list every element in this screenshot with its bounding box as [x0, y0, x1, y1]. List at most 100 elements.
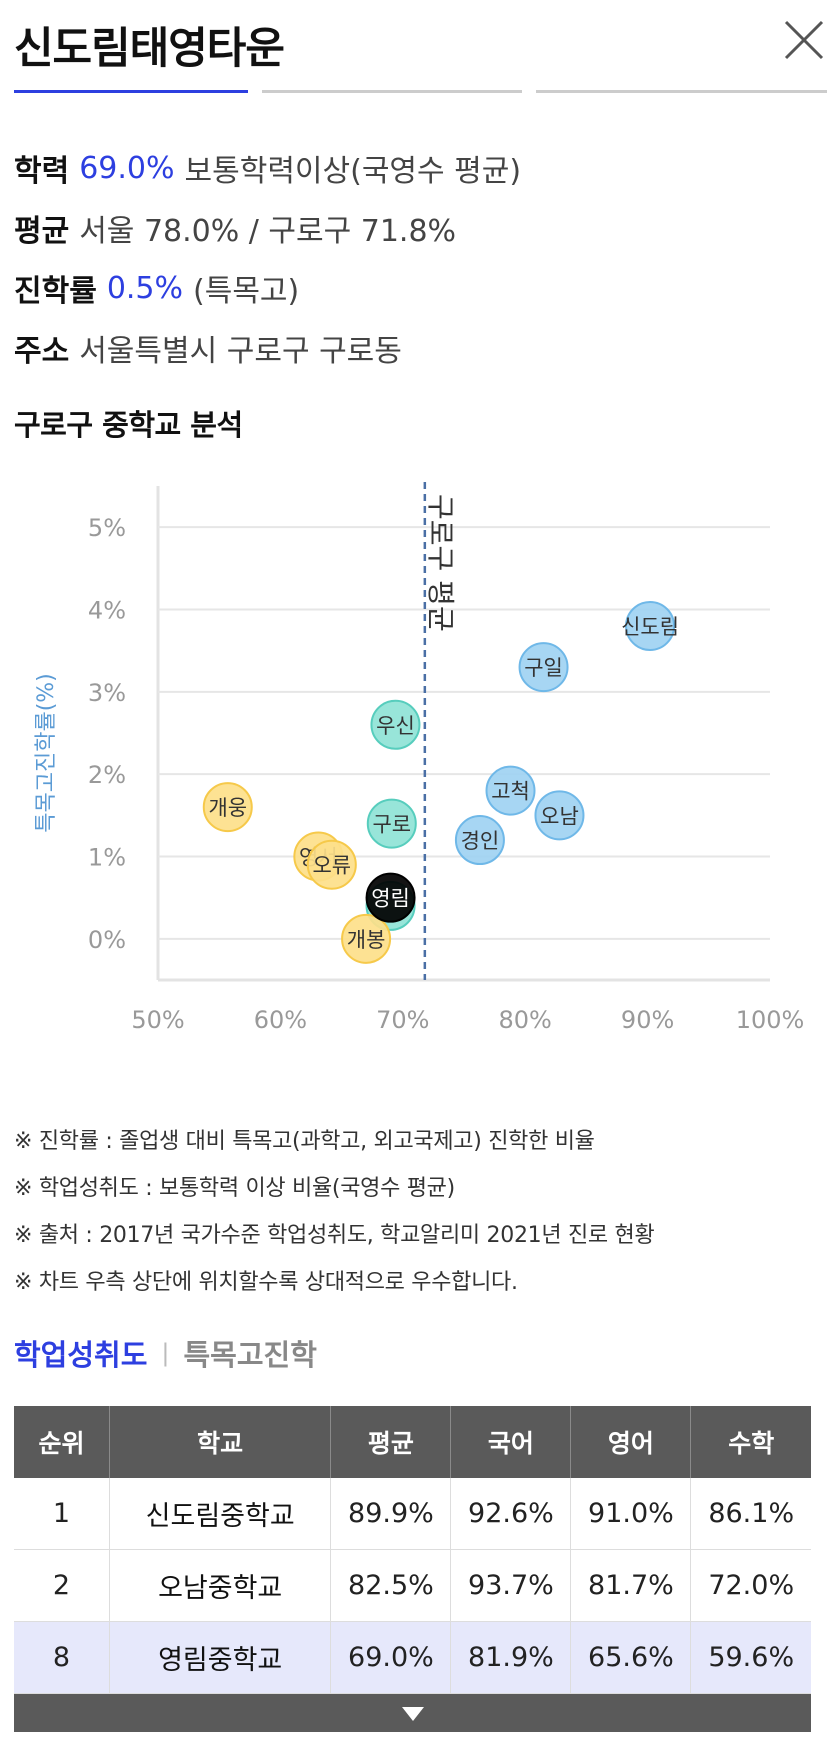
cell-korean: 81.9% [450, 1621, 572, 1694]
x-tick-label: 100% [736, 1006, 805, 1034]
point-label: 오류 [312, 854, 351, 878]
cell-school: 오남중학교 [109, 1549, 332, 1622]
data-point [518, 642, 569, 693]
avg-label: 평균 [14, 214, 70, 249]
avg-text: 서울 78.0% / 구로구 71.8% [79, 214, 457, 249]
point-label: 고척 [491, 780, 530, 804]
notes: ※ 진학률 : 졸업생 대비 특목고(과학고, 외고국제고) 진학한 비율 ※ … [14, 1115, 655, 1303]
point-label: 개웅 [208, 796, 247, 820]
data-point [485, 765, 536, 816]
cell-math: 86.1% [690, 1478, 811, 1550]
reference-line-label: 구로구 평균 [424, 494, 457, 632]
expand-button[interactable] [14, 1694, 811, 1732]
rate-desc: (특목고) [193, 274, 300, 309]
data-point [370, 699, 421, 750]
data-point [341, 913, 392, 964]
note-item: ※ 학업성취도 : 보통학력 이상 비율(국영수 평균) [14, 1175, 455, 1201]
rate-row: 진학률 0.5% (특목고) [14, 258, 521, 318]
cell-average: 89.9% [330, 1478, 452, 1550]
tab-separator: | [161, 1339, 170, 1367]
rate-label: 진학률 [14, 274, 97, 309]
score-value: 69.0% [79, 150, 175, 186]
table-row-highlighted[interactable]: 8 영림중학교 69.0% 81.9% 65.6% 59.6% [14, 1621, 811, 1694]
cell-average: 69.0% [330, 1621, 452, 1694]
y-tick-label: 1% [88, 844, 126, 872]
x-tick-label: 50% [131, 1006, 184, 1034]
y-tick-label: 3% [88, 679, 126, 707]
table-row[interactable]: 1 신도림중학교 89.9% 92.6% 91.0% 86.1% [14, 1478, 811, 1550]
data-point [365, 872, 416, 923]
ranking-table: 순위 학교 평균 국어 영어 수학 1 신도림중학교 89.9% 92.6% 9… [14, 1406, 811, 1732]
scatter-chart: 0%1%2%3%4%5%50%60%70%80%90%100%학업성취도특목고진… [34, 482, 805, 1034]
address-row: 주소 서울특별시 구로구 구로동 [14, 318, 521, 378]
data-point [202, 782, 253, 833]
tab-indicator-3[interactable] [536, 90, 827, 93]
cell-school: 영림중학교 [109, 1621, 332, 1694]
data-point [454, 815, 505, 866]
point-label: 오남 [540, 804, 579, 828]
header-rank: 순위 [14, 1406, 110, 1478]
header-math: 수학 [690, 1406, 811, 1478]
point-label: 우신 [376, 714, 415, 738]
tab-indicator-1[interactable] [14, 90, 248, 93]
triangle-down-icon [402, 1707, 424, 1721]
note-item: ※ 차트 우측 상단에 위치할수록 상대적으로 우수합니다. [14, 1269, 518, 1295]
sub-tabs: 학업성취도 | 특목고진학 [14, 1332, 317, 1374]
point-label: 구로 [372, 813, 411, 837]
x-tick-label: 70% [376, 1006, 429, 1034]
avg-row: 평균 서울 78.0% / 구로구 71.8% [14, 198, 521, 258]
table-row[interactable]: 2 오남중학교 82.5% 93.7% 81.7% 72.0% [14, 1549, 811, 1622]
score-label: 학력 [14, 154, 70, 189]
cell-korean: 92.6% [450, 1478, 572, 1550]
close-icon [784, 20, 824, 60]
point-label: 구일 [524, 656, 563, 680]
page-title: 신도림태영타운 [14, 24, 285, 74]
table-header-row: 순위 학교 평균 국어 영어 수학 [14, 1406, 811, 1478]
score-row: 학력 69.0% 보통학력이상(국영수 평균) [14, 138, 521, 198]
header-average: 평균 [330, 1406, 452, 1478]
x-tick-label: 60% [254, 1006, 307, 1034]
tab-academic[interactable]: 학업성취도 [14, 1338, 148, 1372]
data-point [306, 839, 357, 890]
header-english: 영어 [570, 1406, 692, 1478]
tab-indicator-2[interactable] [262, 90, 522, 93]
cell-english: 65.6% [570, 1621, 692, 1694]
y-tick-label: 5% [88, 514, 126, 542]
close-button[interactable] [782, 18, 826, 64]
y-tick-label: 4% [88, 597, 126, 625]
cell-math: 59.6% [690, 1621, 811, 1694]
cell-math: 72.0% [690, 1549, 811, 1622]
y-tick-label: 0% [88, 926, 126, 954]
cell-english: 81.7% [570, 1549, 692, 1622]
header: 신도림태영타운 [0, 0, 827, 96]
x-tick-label: 90% [621, 1006, 674, 1034]
point-label: 영림 [371, 887, 410, 911]
header-school: 학교 [109, 1406, 332, 1478]
section-title: 구로구 중학교 분석 [14, 408, 243, 442]
x-tick-label: 80% [499, 1006, 552, 1034]
cell-rank: 1 [14, 1478, 110, 1550]
point-label: 경인 [461, 829, 500, 853]
data-point [625, 600, 676, 651]
y-tick-label: 2% [88, 761, 126, 789]
note-item: ※ 진학률 : 졸업생 대비 특목고(과학고, 외고국제고) 진학한 비율 [14, 1128, 595, 1154]
cell-average: 82.5% [330, 1549, 452, 1622]
cell-school: 신도림중학교 [109, 1478, 332, 1550]
tab-bar [14, 90, 827, 96]
cell-korean: 93.7% [450, 1549, 572, 1622]
tab-special-school[interactable]: 특목고진학 [183, 1338, 317, 1372]
note-item: ※ 출처 : 2017년 국가수준 학업성취도, 학교알리미 2021년 진로 … [14, 1222, 655, 1248]
cell-rank: 8 [14, 1621, 110, 1694]
rate-value: 0.5% [106, 270, 184, 306]
cell-english: 91.0% [570, 1478, 692, 1550]
school-info: 학력 69.0% 보통학력이상(국영수 평균) 평균 서울 78.0% / 구로… [14, 138, 521, 378]
address-text: 서울특별시 구로구 구로동 [79, 334, 402, 369]
score-desc: 보통학력이상(국영수 평균) [184, 154, 522, 189]
data-point [534, 790, 585, 841]
address-label: 주소 [14, 334, 70, 369]
point-label: 신도림 [621, 615, 679, 639]
point-label: 개봉 [347, 928, 386, 952]
cell-rank: 2 [14, 1549, 110, 1622]
data-point [366, 798, 417, 849]
header-korean: 국어 [450, 1406, 572, 1478]
